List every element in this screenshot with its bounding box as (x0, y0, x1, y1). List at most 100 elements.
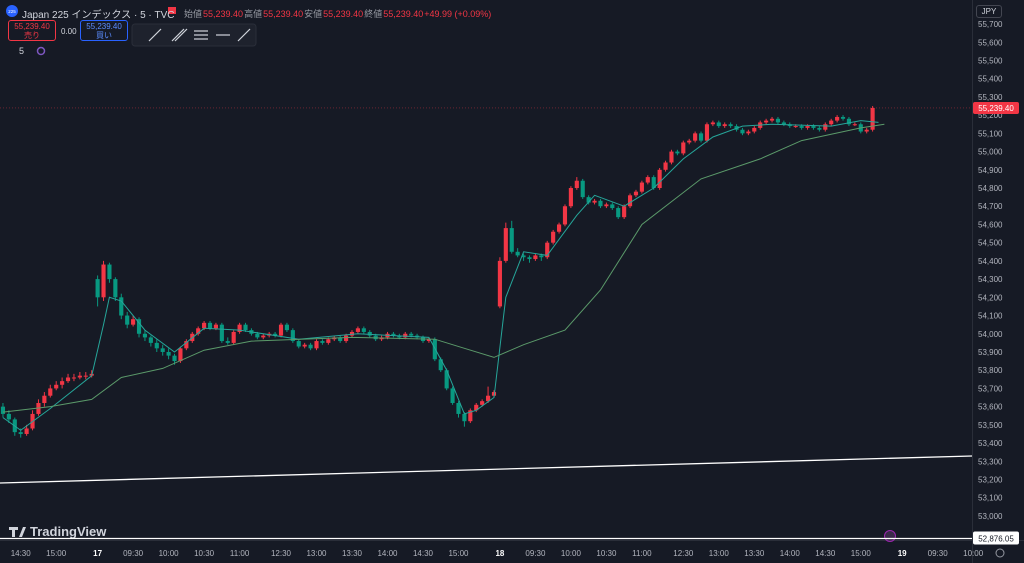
flag-icon[interactable] (168, 7, 176, 14)
x-tick-label: 15:00 (448, 549, 469, 558)
x-tick-label: 15:00 (46, 549, 67, 558)
candle-body (391, 333, 396, 336)
candle-body (846, 118, 852, 125)
y-tick-label: 55,500 (978, 56, 1003, 65)
x-tick-label: 14:00 (377, 549, 398, 558)
symbol-logo (6, 5, 18, 17)
candle-body (657, 169, 662, 189)
candle-body (764, 120, 769, 123)
brand-logo: TradingView (9, 524, 107, 539)
candle-body (503, 228, 508, 261)
candle-body (740, 129, 745, 134)
candle-body (113, 279, 118, 298)
x-tick-label: 10:00 (561, 549, 582, 558)
candle-body (397, 335, 402, 338)
candle-body (255, 333, 260, 338)
candle-body (237, 324, 242, 332)
candle-body (817, 127, 822, 130)
candle-body (154, 342, 159, 349)
candle-body (698, 133, 704, 141)
candle-body (48, 388, 53, 396)
y-tick-label: 55,700 (978, 20, 1003, 29)
candle-body (604, 204, 609, 207)
candle-body (83, 375, 88, 377)
candle-body (639, 182, 644, 192)
candle-body (178, 348, 183, 362)
buy-button[interactable]: 55,239.40 買い (80, 20, 128, 41)
candle-body (6, 413, 11, 420)
y-tick-label: 53,200 (978, 476, 1003, 485)
candle-body (775, 118, 781, 123)
candle-body (551, 231, 556, 243)
candle-body (533, 255, 538, 260)
y-tick-label: 54,800 (978, 184, 1003, 193)
candle-body (456, 402, 461, 414)
x-tick-label: 13:00 (306, 549, 327, 558)
candle-body (781, 122, 786, 125)
candle-body (515, 251, 520, 256)
currency-button[interactable]: JPY (976, 5, 1002, 18)
y-tick-label: 54,500 (978, 239, 1003, 248)
hline-label-box (973, 531, 1019, 545)
candle-body (290, 330, 295, 342)
settings-icon[interactable] (995, 548, 1005, 558)
candle-body (539, 255, 544, 258)
y-tick-label: 55,200 (978, 111, 1003, 120)
x-tick-label: 09:30 (525, 549, 546, 558)
sell-button[interactable]: 55,239.40 売り (8, 20, 56, 41)
y-tick-label: 53,400 (978, 439, 1003, 448)
candle-body (18, 432, 23, 434)
ohlc-legend: 始値55,239.40高値55,239.40安値55,239.40終値55,23… (184, 7, 492, 20)
candle-body (355, 328, 360, 332)
ohlc-label: 安値 (304, 9, 323, 19)
candle-body (77, 375, 82, 378)
candle-body (568, 188, 573, 207)
event-icon[interactable] (884, 530, 896, 542)
x-tick-label: 14:00 (780, 549, 801, 558)
x-tick-label: 19 (898, 549, 907, 558)
candle-body (207, 322, 213, 329)
candle-body (681, 142, 686, 154)
candle-body (693, 133, 698, 141)
x-tick-label: 11:00 (632, 549, 652, 558)
y-tick-label: 53,100 (978, 494, 1003, 503)
candle-body (148, 337, 153, 343)
candle-body (480, 401, 485, 405)
y-tick-label: 55,000 (978, 148, 1003, 157)
sell-label: 売り (24, 31, 40, 40)
y-tick-label: 55,100 (978, 129, 1003, 138)
x-tick-label: 14:30 (11, 549, 32, 558)
x-tick-label: 13:30 (744, 549, 765, 558)
candle-body (852, 124, 857, 126)
candle-body (231, 331, 236, 343)
candle-body (710, 122, 715, 125)
candle-body (497, 260, 502, 307)
candle-body (136, 319, 142, 334)
y-tick-label: 55,300 (978, 93, 1003, 102)
candle-body (344, 335, 349, 342)
y-tick-label: 54,200 (978, 293, 1003, 302)
candle-body (840, 116, 846, 119)
candle-body (722, 124, 727, 127)
hline-label: 52,876.05 (978, 535, 1014, 544)
candle-body (864, 129, 869, 132)
candle-body (793, 126, 798, 128)
candle-body (870, 107, 875, 130)
candle-body (811, 126, 816, 128)
candle-body (704, 124, 710, 141)
x-tick-label: 10:30 (194, 549, 215, 558)
candle-body (367, 331, 372, 336)
candle-body (131, 319, 136, 325)
brand-text: TradingView (30, 524, 107, 539)
candle-body (65, 377, 71, 382)
candle-body (462, 413, 467, 422)
candle-body (225, 341, 230, 343)
indicator-icons (36, 46, 46, 56)
candle-body (320, 341, 325, 343)
plot-area (0, 106, 972, 484)
candle-body (142, 333, 148, 338)
drawing-toolbar (131, 23, 257, 47)
candle-body (202, 322, 207, 329)
